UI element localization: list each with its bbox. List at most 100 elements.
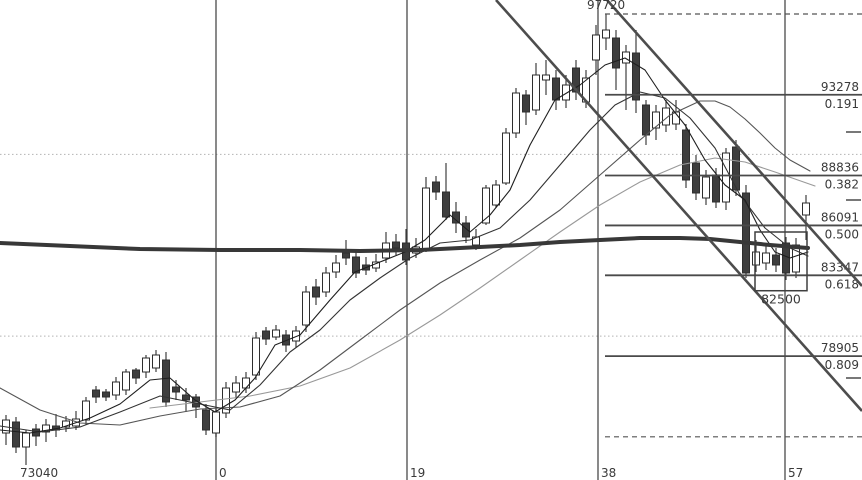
candle (312, 279, 320, 305)
candle (332, 255, 340, 278)
candle-body-bullish (492, 184, 500, 206)
candle-body-bearish (262, 330, 270, 340)
candle (122, 369, 130, 395)
range-box[interactable] (754, 231, 808, 292)
candle-body-bearish (712, 174, 720, 203)
fib-price-label: 88836 (821, 161, 859, 175)
fib-ratio-label: 0.500 (825, 227, 859, 241)
candle-body-bearish (352, 256, 360, 274)
candle (542, 60, 550, 95)
candle (252, 332, 260, 380)
candle-body-bullish (592, 34, 600, 61)
fib-price-label: 86091 (821, 210, 859, 224)
candle-body-bullish (662, 107, 670, 126)
candle (322, 267, 330, 297)
candle-body-bullish (562, 84, 570, 101)
candle-body-bullish (542, 74, 550, 81)
candle (82, 397, 90, 425)
candle-body-bearish (342, 252, 350, 259)
candle (272, 325, 280, 340)
candle (692, 155, 700, 200)
fib-ratio-label: 0.618 (825, 277, 859, 291)
candle-body-bearish (632, 52, 640, 101)
candle-body-bullish (112, 381, 120, 396)
candle (502, 128, 510, 185)
candle-body-bullish (482, 187, 490, 224)
candle-body-bullish (722, 152, 730, 203)
candle-body-bullish (472, 236, 480, 246)
candle (152, 350, 160, 372)
candle-body-bullish (702, 176, 710, 199)
candle (352, 249, 360, 278)
candle-body-bearish (772, 254, 780, 266)
candle (222, 382, 230, 418)
candle-body-bearish (612, 37, 620, 69)
candle (632, 30, 640, 113)
candle-body-bearish (572, 67, 580, 93)
candle-body-bullish (42, 424, 50, 433)
candle (462, 216, 470, 243)
ma-fast-line (0, 57, 809, 434)
candle-body-bearish (742, 192, 750, 274)
fib-ratio-label: 0.191 (825, 97, 859, 111)
candle (162, 352, 170, 407)
candle (792, 238, 800, 278)
candle (232, 376, 240, 398)
candle-body-bullish (512, 92, 520, 134)
candle (142, 355, 150, 378)
candle (592, 25, 600, 75)
x-axis-left-label: 73040 (20, 466, 58, 480)
candle (652, 105, 660, 140)
candle-body-bullish (232, 382, 240, 393)
candle (602, 14, 610, 50)
candle-body-bearish (172, 386, 180, 393)
trendline-upper-channel[interactable] (606, 0, 862, 287)
candle-body-bullish (122, 371, 130, 391)
candle (112, 377, 120, 400)
candle-body-bullish (752, 251, 760, 266)
candle (512, 88, 520, 138)
candle-body-bearish (92, 389, 100, 398)
candle-body-bearish (162, 359, 170, 403)
candle-body-bullish (222, 387, 230, 414)
candle (12, 417, 20, 453)
candle-body-bullish (792, 244, 800, 273)
candle-body-bullish (152, 354, 160, 369)
candle (662, 100, 670, 132)
candle (682, 124, 690, 188)
candle-body-bearish (442, 191, 450, 218)
ma-light-line (149, 157, 816, 409)
candle-body-bullish (292, 330, 300, 342)
candle-body-bearish (692, 162, 700, 194)
candle-body-bullish (242, 377, 250, 389)
candle-body-bullish (332, 262, 340, 273)
candle-body-bearish (312, 286, 320, 298)
trendline-lower-channel[interactable] (495, 0, 862, 412)
ma-med-line (0, 91, 809, 433)
candle-body-bearish (732, 146, 740, 191)
candle-body-bearish (392, 241, 400, 249)
candle (302, 286, 310, 332)
candle-body-bullish (652, 111, 660, 129)
candle-body-bullish (602, 29, 610, 39)
candle-body-bearish (132, 369, 140, 379)
x-axis-label: 19 (410, 466, 425, 480)
candle (492, 180, 500, 208)
candle-body-bullish (212, 411, 220, 434)
candle-body-bullish (82, 400, 90, 421)
candle (132, 368, 140, 384)
candle-body-bullish (802, 202, 810, 216)
candle (742, 185, 750, 278)
candle-body-bearish (102, 391, 110, 398)
candle (572, 60, 580, 100)
candle-body-bearish (682, 129, 690, 181)
candle (262, 327, 270, 345)
candle-body-bullish (762, 252, 770, 264)
candle-body-bearish (432, 181, 440, 193)
fib-price-label: 78905 (821, 341, 859, 355)
candle-body-bullish (422, 187, 430, 250)
candle-body-bullish (252, 337, 260, 376)
candle-body-bearish (522, 94, 530, 113)
